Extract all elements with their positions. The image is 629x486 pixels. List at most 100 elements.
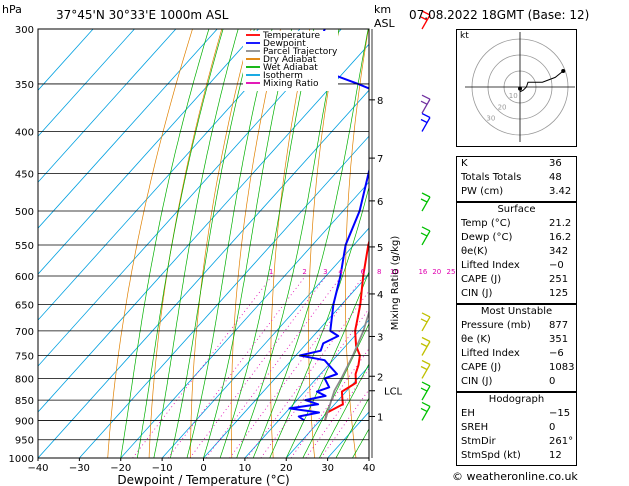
km-tick-label: 5 [377,243,383,254]
mixing-ratio-line [189,275,327,458]
temperature-tick-label: 30 [321,463,334,474]
isotherm-line [38,29,177,183]
wind-barb-flag [421,10,431,16]
hp-row: StmDir 261° [461,436,574,447]
legend-label: Dewpoint [263,39,306,49]
isotherm-line [244,319,369,458]
hodograph-params-panel: Hodograph EH −15 SREH 0 StmDir 261° StmSpd … [456,392,577,466]
mu-row: Lifted Index −6 [461,348,564,359]
mu-row: θe (K) 351 [461,334,569,345]
dry-adiabat-line [416,29,439,458]
pressure-tick-label: 800 [15,374,34,385]
wind-barb-flag [421,94,431,100]
wind-barb [421,117,431,132]
wet-adiabat-line [153,29,239,458]
km-tick-label: 1 [377,412,383,423]
wet-adiabat-line [335,397,369,458]
pressure-tick-label: 500 [15,207,34,218]
pressure-tick-label: 300 [15,25,34,36]
surface-row: Lifted Index −0 [461,260,564,271]
isotherm-line [161,227,369,458]
surface-row: CIN (J) 125 [461,288,569,299]
wind-barb-flag [420,318,428,323]
hodograph-ring-label: 30 [486,115,495,123]
wind-barb-flag [420,387,428,392]
isotherm-line [38,29,135,137]
isotherm-line [38,29,342,367]
dry-adiabat-line [603,29,629,458]
mixing-ratio-label: 6 [361,268,366,276]
hp-row: EH −15 [461,408,571,419]
temperature-tick-label: −10 [152,463,173,474]
isotherm-line [79,135,369,458]
temperature-tick-label: −20 [110,463,131,474]
wind-barb-flag [420,232,428,237]
isotherm-line [38,29,259,275]
dewpoint-line [288,29,369,422]
pressure-tick-label: 1000 [9,454,34,465]
pressure-tick-label: 750 [15,351,34,362]
hodograph-end-dot [561,69,566,73]
wet-adiabat-line [285,270,369,458]
dry-adiabat-line [107,29,193,458]
index-row: K 36 [461,158,562,169]
mu-row: CIN (J) 0 [461,376,556,387]
mu-row: CAPE (J) 1083 [461,362,575,373]
wind-barb-flag [420,407,428,413]
wind-barb [421,196,431,212]
surface-row: θe(K) 342 [461,246,569,257]
wind-barb-flag [421,401,431,408]
wind-barb-flag [420,198,428,203]
mixing-ratio-label: 25 [447,268,456,276]
pressure-tick-label: 350 [15,80,34,91]
pressure-tick-label: 450 [15,169,34,180]
mixing-ratio-axis-label: Mixing Ratio (g/kg) [390,236,401,331]
hp-row: SREH 0 [461,422,556,433]
dry-adiabat-line [270,29,311,458]
pressure-tick-label: 550 [15,241,34,252]
datetime-title: 07.08.2022 18GMT (Base: 12) [409,8,590,22]
dry-adiabat-line [345,29,369,458]
surface-row: Dewp (°C) 16.2 [461,232,572,243]
location-title: 37°45'N 30°33'E 1000m ASL [56,8,229,22]
wind-barb-flag [421,192,431,198]
mixing-ratio-line [229,275,365,458]
surface-row: Temp (°C) 21.2 [461,218,572,229]
wind-barb-flag [420,365,428,371]
pressure-tick-label: 600 [15,272,34,283]
mixing-ratio-label: 1 [269,268,273,276]
wind-barb [421,98,431,114]
hodograph-panel: 10 20 30 kt [456,29,577,147]
wind-barb-flag [420,118,428,124]
temperature-tick-label: 0 [200,463,206,474]
mixing-ratio-line [305,368,369,458]
hpa-label: hPa [2,3,22,16]
wet-adiabat-line [318,363,369,458]
hp-row: StmSpd (kt) 12 [461,450,562,461]
mixing-ratio-label: 4 [338,268,343,276]
isotherm-line [38,29,218,229]
isotherm-line [120,181,369,458]
indices-panel: K 36 Totals Totals 48 PW (cm) 3.42 [456,156,577,202]
legend-label: Temperature [262,31,320,41]
mixing-ratio-label: 3 [323,268,327,276]
mixing-ratio-line [260,308,369,458]
wind-barb [421,316,431,332]
mixing-ratio-label: 2 [302,268,306,276]
wind-barb-flag [421,359,431,366]
pressure-tick-label: 700 [15,327,34,338]
legend-box [243,31,338,91]
wind-barb-flag [421,336,431,343]
footer-credit: © weatheronline.co.uk [452,470,578,483]
km-tick-label: 4 [377,290,383,301]
wind-barb [421,230,431,246]
wind-barb [421,341,431,356]
hodograph-ring-label: 20 [498,103,507,111]
mu-row: Pressure (mb) 877 [461,320,569,331]
surface-row: CAPE (J) 251 [461,274,569,285]
temperature-tick-label: −40 [27,463,48,474]
wind-barb [421,14,431,30]
hodograph-params-title: Hodograph [488,394,545,405]
